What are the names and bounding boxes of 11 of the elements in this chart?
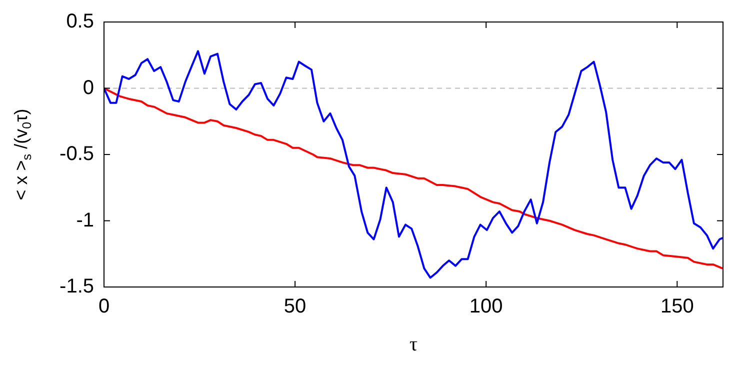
y-tick-label: 0.5 xyxy=(66,10,94,33)
y-tick-label: -1 xyxy=(76,209,94,232)
x-tick-label: 150 xyxy=(660,296,694,318)
y-tick-label: -0.5 xyxy=(60,143,94,166)
y-tick-label: 0 xyxy=(82,76,94,99)
x-axis-title: τ xyxy=(409,333,418,356)
x-tick-label: 50 xyxy=(284,296,306,318)
x-tick-label: 0 xyxy=(98,296,110,318)
y-tick-label: -1.5 xyxy=(60,276,94,298)
x-tick-label: 100 xyxy=(469,296,503,318)
y-axis-title: < x >s /(v0τ) xyxy=(10,108,34,200)
